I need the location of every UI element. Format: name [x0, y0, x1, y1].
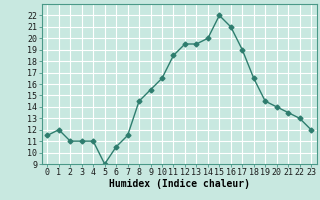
X-axis label: Humidex (Indice chaleur): Humidex (Indice chaleur)	[109, 179, 250, 189]
